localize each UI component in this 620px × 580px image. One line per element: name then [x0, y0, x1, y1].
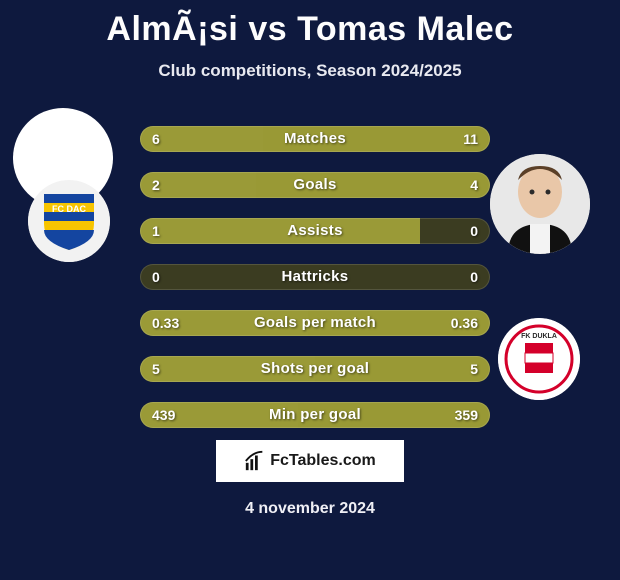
stat-row: 439359Min per goal	[140, 402, 490, 428]
footer-brand-text: FcTables.com	[270, 452, 376, 470]
stat-label: Goals per match	[140, 310, 490, 336]
fctables-logo-icon	[244, 450, 266, 472]
page-subtitle: Club competitions, Season 2024/2025	[0, 61, 620, 81]
page-title: AlmÃ¡si vs Tomas Malec	[0, 0, 620, 49]
stat-row: 0.330.36Goals per match	[140, 310, 490, 336]
footer-brand-box: FcTables.com	[216, 440, 404, 482]
stat-label: Matches	[140, 126, 490, 152]
stat-row: 55Shots per goal	[140, 356, 490, 382]
stat-row: 24Goals	[140, 172, 490, 198]
date-text: 4 november 2024	[0, 500, 620, 518]
player-right-avatar	[490, 154, 590, 254]
stat-row: 00Hattricks	[140, 264, 490, 290]
stat-row: 10Assists	[140, 218, 490, 244]
stat-row: 611Matches	[140, 126, 490, 152]
stats-bars: 611Matches 24Goals 10Assists 00Hattricks 0.3…	[140, 126, 490, 448]
stat-label: Hattricks	[140, 264, 490, 290]
svg-text:FC DAC: FC DAC	[52, 204, 86, 214]
player-left-club-badge: FC DAC	[28, 180, 110, 262]
stat-label: Shots per goal	[140, 356, 490, 382]
stat-label: Goals	[140, 172, 490, 198]
stat-label: Min per goal	[140, 402, 490, 428]
stat-label: Assists	[140, 218, 490, 244]
player-right-club-badge: FK DUKLA	[498, 318, 580, 400]
svg-text:FK DUKLA: FK DUKLA	[521, 333, 557, 340]
